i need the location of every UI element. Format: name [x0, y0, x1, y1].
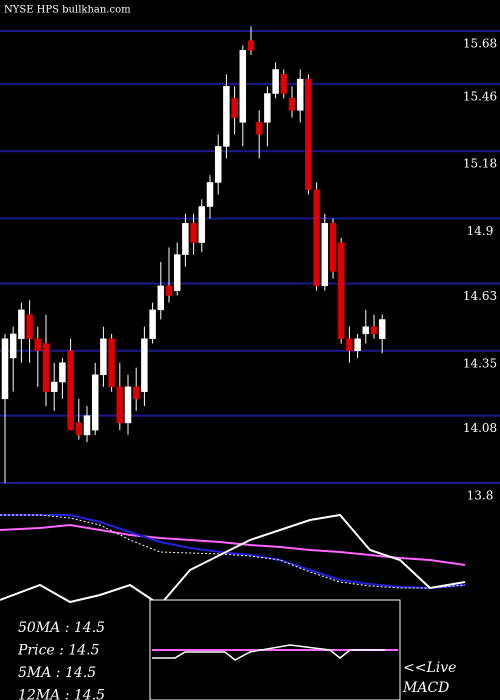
- candle-body: [34, 338, 42, 352]
- info-label: 50MA : 14.5: [18, 620, 105, 636]
- candle-body: [42, 343, 50, 392]
- candle-body: [124, 386, 132, 424]
- inset-line: [152, 644, 385, 661]
- candle-body: [362, 326, 370, 335]
- candle-body: [280, 74, 288, 94]
- live-label: <<Live: [403, 660, 456, 676]
- candle-body: [116, 386, 124, 424]
- candle-body: [255, 122, 263, 135]
- candle-body: [91, 374, 99, 431]
- candle-body: [59, 362, 66, 383]
- candle-body: [9, 333, 17, 359]
- candle-body: [272, 69, 279, 94]
- candle-body: [264, 93, 271, 123]
- candle-body: [141, 338, 148, 392]
- y-tick-label: 15.46: [463, 89, 497, 103]
- y-tick-label: 13.8: [467, 489, 494, 503]
- indicator-line: [0, 514, 466, 590]
- candle-body: [337, 242, 345, 339]
- candle-body: [173, 254, 181, 291]
- candle-body: [231, 98, 238, 118]
- candle-body: [108, 338, 115, 388]
- info-label: 12MA : 14.5: [18, 688, 105, 700]
- candle-body: [182, 223, 189, 255]
- candle-body: [149, 309, 156, 339]
- y-tick-label: 15.18: [463, 157, 497, 171]
- y-tick-label: 14.35: [463, 356, 497, 370]
- candle-body: [75, 422, 83, 436]
- candle-body: [223, 86, 230, 147]
- candle-body: [165, 285, 173, 296]
- candle-body: [26, 314, 33, 339]
- candle-body: [50, 381, 58, 392]
- candle-body: [378, 319, 386, 339]
- indicator-line: [0, 513, 466, 607]
- candle-body: [329, 223, 337, 272]
- candle-body: [321, 223, 329, 287]
- y-tick-label: 14.9: [467, 224, 494, 238]
- candle-body: [198, 206, 206, 243]
- candle-body: [239, 49, 247, 123]
- candle-body: [18, 309, 25, 339]
- candle-body: [1, 338, 9, 400]
- y-tick-label: 14.08: [463, 421, 497, 435]
- info-label: Price : 14.5: [17, 643, 100, 659]
- candle-body: [214, 146, 222, 183]
- candle-body: [67, 350, 74, 431]
- indicator-line: [0, 523, 466, 566]
- candle-body: [247, 40, 255, 51]
- candle-body: [132, 386, 140, 400]
- candle-body: [370, 326, 378, 335]
- chart-title: NYSE HPS bullkhan.com: [4, 5, 131, 16]
- macd-label: MACD: [402, 680, 449, 696]
- candle-body: [190, 223, 197, 243]
- candle-body: [313, 189, 320, 287]
- candle-body: [354, 338, 361, 352]
- candle-body: [157, 285, 165, 311]
- candle-body: [305, 78, 312, 190]
- candle-body: [100, 338, 107, 376]
- candle-body: [206, 182, 214, 207]
- indicator-line: [0, 514, 466, 589]
- candle-body: [346, 338, 353, 352]
- y-tick-label: 14.63: [463, 289, 497, 303]
- y-tick-label: 15.68: [463, 37, 497, 51]
- candle-body: [296, 78, 304, 111]
- candle-body: [83, 415, 91, 436]
- info-label: 5MA : 14.5: [18, 665, 96, 681]
- candle-body: [288, 98, 296, 111]
